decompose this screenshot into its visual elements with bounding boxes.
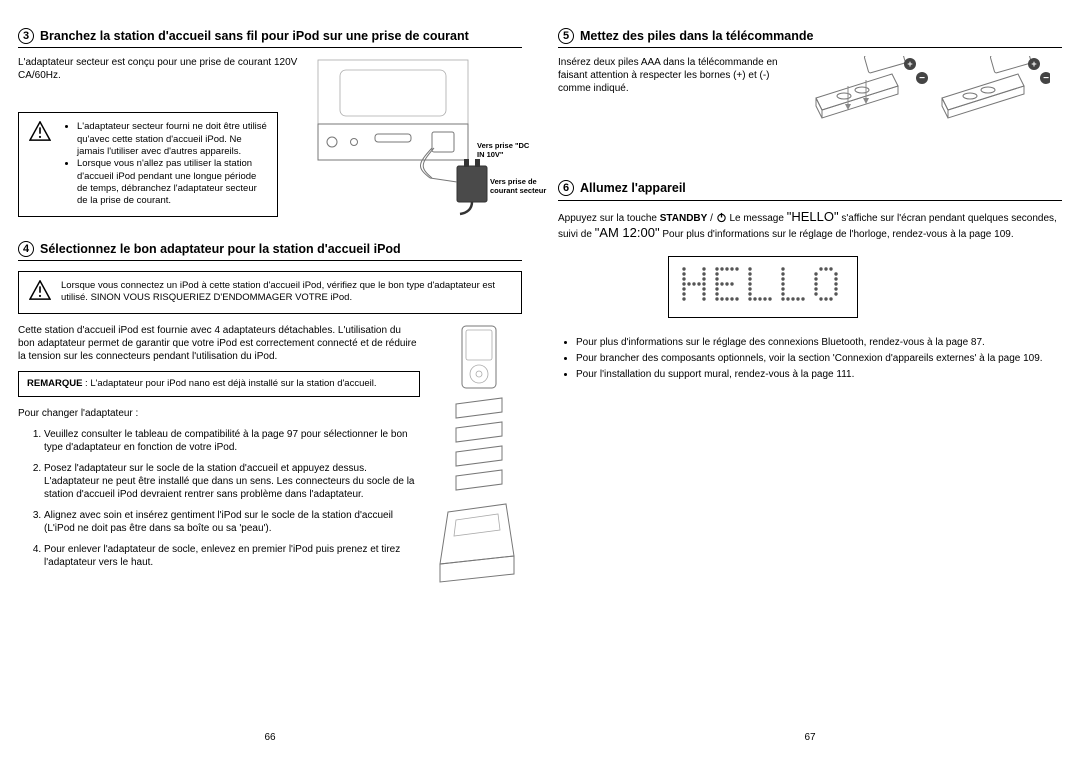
step6-bullet: Pour plus d'informations sur le réglage …: [576, 336, 1062, 349]
change-label: Pour changer l'adaptateur :: [18, 407, 420, 420]
step6-bullet: Pour l'installation du support mural, re…: [576, 368, 1062, 381]
step5-row: Insérez deux piles AAA dans la télécomma…: [558, 56, 1062, 140]
step5-intro: Insérez deux piles AAA dans la télécomma…: [558, 56, 798, 95]
step3-number: 3: [18, 28, 34, 44]
step6-number: 6: [558, 180, 574, 196]
step3-warning-item: L'adaptateur secteur fourni ne doit être…: [77, 121, 267, 158]
step5-number: 5: [558, 28, 574, 44]
step4-number: 4: [18, 241, 34, 257]
adapter-exploded-illustration: [432, 324, 522, 584]
step3-title: Branchez la station d'accueil sans fil p…: [40, 28, 469, 44]
page-left: 3 Branchez la station d'accueil sans fil…: [18, 28, 522, 746]
step4-step: Posez l'adaptateur sur le socle de la st…: [44, 462, 420, 501]
label-secteur: Vers prise de courant secteur: [490, 178, 550, 195]
step4-intro: Cette station d'accueil iPod est fournie…: [18, 324, 420, 363]
step6-heading: 6 Allumez l'appareil: [558, 180, 1062, 200]
svg-text:+: +: [1031, 59, 1036, 69]
svg-text:−: −: [919, 73, 925, 84]
remark-text: : L'adaptateur pour iPod nano est déjà i…: [82, 378, 376, 389]
battery-illustration: + − + −: [810, 56, 1050, 136]
page-number-right: 67: [804, 731, 815, 744]
warning-icon: [29, 121, 51, 141]
step6-bullets: Pour plus d'informations sur le réglage …: [558, 336, 1062, 381]
step4-remark-box: REMARQUE : L'adaptateur pour iPod nano e…: [18, 371, 420, 397]
step5-title: Mettez des piles dans la télécommande: [580, 28, 813, 44]
step4-step: Alignez avec soin et insérez gentiment l…: [44, 509, 420, 535]
step6-intro: Appuyez sur la touche STANDBY / Le messa…: [558, 209, 1062, 243]
page-number-left: 66: [264, 731, 275, 744]
step4-step: Pour enlever l'adaptateur de socle, enle…: [44, 543, 420, 569]
label-dc: Vers prise "DC IN 10V": [477, 142, 537, 159]
step4-illustration-wrap: [432, 324, 522, 588]
power-icon: [716, 212, 727, 223]
step3-illustration-wrap: Vers prise "DC IN 10V" Vers prise de cou…: [312, 56, 522, 220]
step3-heading: 3 Branchez la station d'accueil sans fil…: [18, 28, 522, 48]
step3-intro: L'adaptateur secteur est conçu pour une …: [18, 56, 300, 82]
page-right: 5 Mettez des piles dans la télécommande …: [558, 28, 1062, 746]
step4-row: Cette station d'accueil iPod est fournie…: [18, 324, 522, 588]
remark-label: REMARQUE: [27, 378, 82, 389]
step5-heading: 5 Mettez des piles dans la télécommande: [558, 28, 1062, 48]
step5-illustration-wrap: + − + −: [810, 56, 1062, 140]
step3-warning-item: Lorsque vous n'allez pas utiliser la sta…: [77, 158, 267, 207]
step3-row: L'adaptateur secteur est conçu pour une …: [18, 56, 522, 226]
step4-title: Sélectionnez le bon adaptateur pour la s…: [40, 241, 401, 257]
warning-icon: [29, 280, 51, 300]
step4-warning-text: Lorsque vous connectez un iPod à cette s…: [61, 280, 511, 305]
svg-text:+: +: [907, 59, 912, 69]
step6-bullet: Pour brancher des composants optionnels,…: [576, 352, 1062, 365]
step3-warning-list: L'adaptateur secteur fourni ne doit être…: [61, 121, 267, 207]
svg-text:−: −: [1043, 73, 1049, 84]
step4-warning-box: Lorsque vous connectez un iPod à cette s…: [18, 271, 522, 314]
step3-warning-box: L'adaptateur secteur fourni ne doit être…: [18, 112, 278, 216]
step4-step: Veuillez consulter le tableau de compati…: [44, 428, 420, 454]
step4-heading: 4 Sélectionnez le bon adaptateur pour la…: [18, 241, 522, 261]
step4-steps: Veuillez consulter le tableau de compati…: [18, 428, 420, 569]
step6-title: Allumez l'appareil: [580, 180, 686, 196]
hello-display: {"w":5,"h":7,"sp":2,"chars":"HELLO"} HEL…: [668, 256, 858, 318]
